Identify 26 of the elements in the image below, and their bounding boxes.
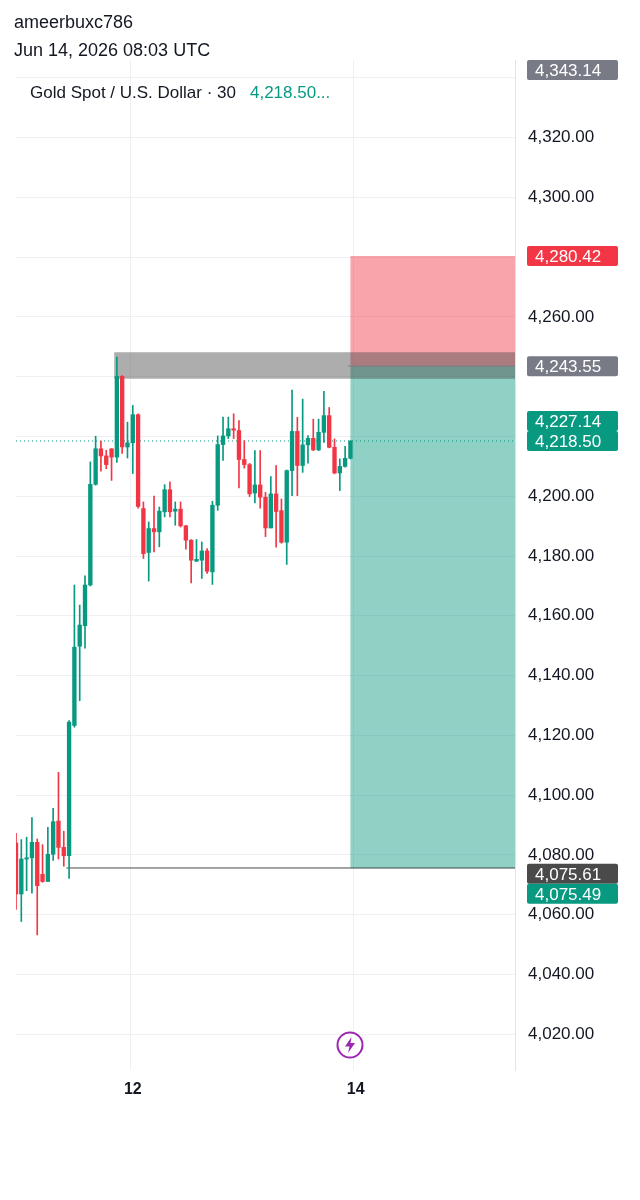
x-tick-label: 12 bbox=[123, 1080, 142, 1098]
text: Gold Spot / U.S. Dollar · 30 bbox=[30, 82, 236, 102]
y-tick-label: 4,120.00 bbox=[528, 725, 595, 745]
y-tick-label: 4,320.00 bbox=[528, 127, 595, 147]
y-tick-label: 4,260.00 bbox=[528, 306, 595, 326]
ref-line-label: 4,218.50 bbox=[535, 431, 602, 451]
text: 4,227.14 bbox=[535, 411, 602, 431]
y-tick-label: 4,040.00 bbox=[528, 964, 595, 984]
y-tick-label: 4,060.00 bbox=[528, 904, 595, 924]
y-tick-label: 4,140.00 bbox=[528, 665, 595, 685]
annotation: Jun 14, 2026 08:03 UTC bbox=[14, 39, 211, 61]
band-label: 4,280.42 bbox=[535, 246, 602, 266]
y-tick-label: 4,300.00 bbox=[528, 187, 595, 207]
band-label: 4,075.49 bbox=[535, 884, 602, 904]
x-tick-label: 14 bbox=[346, 1080, 365, 1098]
y-tick-label: 4,080.00 bbox=[528, 844, 595, 864]
text: 4,343.14 bbox=[535, 60, 602, 80]
text: ameerbuxc786 bbox=[14, 11, 134, 33]
y-tick-label: 4,180.00 bbox=[528, 545, 595, 565]
y-tick-label: 4,100.00 bbox=[528, 784, 595, 804]
ref-line-label: 4,075.61 bbox=[535, 864, 602, 884]
y-tick-label: 4,200.00 bbox=[528, 485, 595, 505]
y-tick-label: 4,160.00 bbox=[528, 605, 595, 625]
y-tick-label: 4,020.00 bbox=[528, 1023, 595, 1043]
ref-line-label: 4,243.55 bbox=[535, 356, 602, 376]
text: 4,218.50... bbox=[249, 82, 331, 102]
